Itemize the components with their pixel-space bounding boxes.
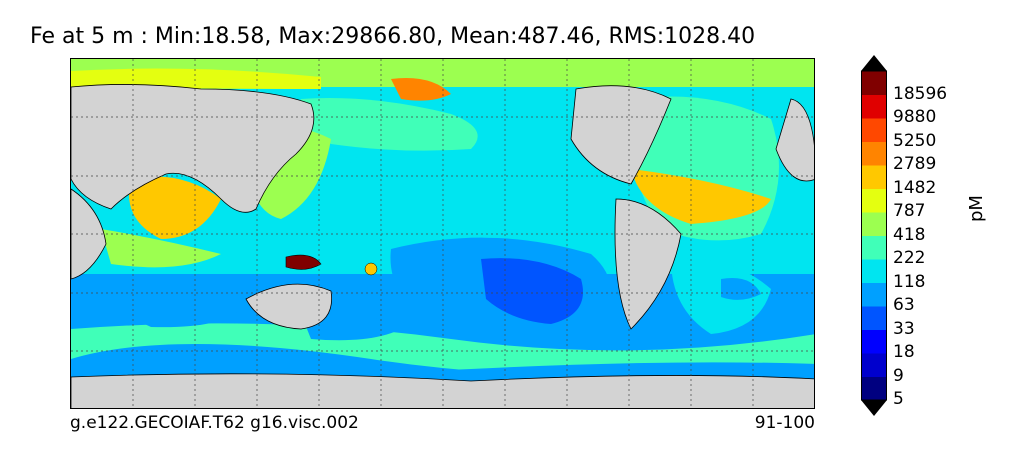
europe-africa-west xyxy=(775,98,814,182)
colorbar-segment xyxy=(861,282,887,307)
colorbar-tick-label: 787 xyxy=(893,201,926,221)
colorbar-over-arrow xyxy=(861,55,887,71)
north-america xyxy=(570,85,672,185)
colorbar-tick-label: 63 xyxy=(893,295,915,315)
colorbar-tick-label: 1482 xyxy=(893,177,937,198)
south-atlantic-low xyxy=(721,278,761,300)
colorbar-tick-label: 33 xyxy=(893,318,915,339)
tasman-low xyxy=(301,313,401,341)
arabian-sea-high xyxy=(129,176,221,239)
colorbar-outline xyxy=(861,70,887,401)
colorbar-tick-label: 18 xyxy=(893,342,915,362)
colorbar-segment xyxy=(861,353,887,377)
colorbar-tick-label: 222 xyxy=(893,248,926,268)
colorbar-tick-label: 18596 xyxy=(893,83,948,104)
colorbar-segment xyxy=(861,71,887,95)
map-panel xyxy=(70,58,815,409)
south-america xyxy=(614,198,682,330)
eurasia xyxy=(71,84,315,213)
island-source xyxy=(364,262,378,276)
colorbar-tick-label: 5250 xyxy=(893,130,937,151)
africa-east xyxy=(71,188,107,280)
colorbar-segment xyxy=(861,376,887,401)
colorbar-segment xyxy=(861,94,887,119)
colorbar xyxy=(861,55,887,416)
new-guinea-high xyxy=(285,254,322,270)
north-pacific-subpolar xyxy=(299,98,478,151)
colorbar-segment xyxy=(861,235,887,260)
colorbar-tick-label: 2789 xyxy=(893,154,937,174)
australia xyxy=(245,283,333,330)
plot-title: Fe at 5 m : Min:18.58, Max:29866.80, Mea… xyxy=(30,24,756,49)
north-pacific-gyre xyxy=(349,151,576,238)
colorbar-segment xyxy=(861,188,887,213)
colorbar-segment xyxy=(861,165,887,189)
okhotsk-high xyxy=(391,78,451,101)
colorbar-segment xyxy=(861,141,887,166)
colorbar-tick-label: 9 xyxy=(893,365,904,386)
colorbar-tick-label: 118 xyxy=(893,271,926,292)
saharan-dust-plume xyxy=(631,169,771,224)
tropical-indian-ocean xyxy=(101,229,221,268)
colorbar-segment xyxy=(861,306,887,330)
colorbar-segment xyxy=(861,329,887,354)
colorbar-segment xyxy=(861,118,887,142)
units-label: pM xyxy=(966,195,987,222)
ocean-iron-map xyxy=(71,59,814,408)
indian-ocean-low xyxy=(128,293,241,328)
colorbar-segment xyxy=(861,212,887,236)
graticule xyxy=(71,59,814,408)
south-pacific-core xyxy=(481,258,583,324)
colorbar-tick-label: 9880 xyxy=(893,107,937,127)
colorbar-tick-label: 418 xyxy=(893,224,926,245)
year-range: 91-100 xyxy=(754,413,815,433)
colorbar-segment xyxy=(861,259,887,283)
colorbar-tick-label: 5 xyxy=(893,389,904,409)
colorbar-under-arrow xyxy=(861,400,887,416)
arctic-shelf xyxy=(71,68,321,89)
case-name: g.e122.GECOIAF.T62 g16.visc.002 xyxy=(70,413,359,433)
